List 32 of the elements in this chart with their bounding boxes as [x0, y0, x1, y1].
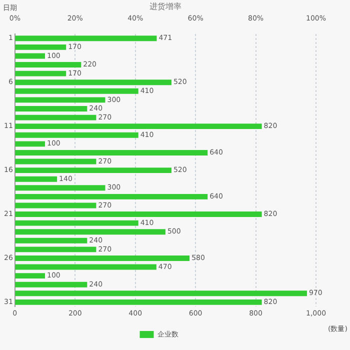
bar — [15, 194, 208, 200]
bar — [15, 44, 66, 50]
bar — [15, 141, 46, 147]
bar — [15, 53, 46, 59]
bar — [15, 282, 88, 288]
bar — [15, 212, 262, 217]
bar — [15, 202, 96, 208]
bar — [15, 168, 172, 174]
x2-axis-title: 进货增率 — [149, 2, 182, 11]
bar — [15, 62, 82, 68]
bar — [15, 70, 66, 76]
bar — [15, 290, 307, 296]
bar — [15, 273, 46, 279]
bar — [15, 132, 138, 138]
bar — [15, 36, 157, 42]
bar — [15, 80, 172, 86]
bar — [15, 106, 88, 112]
bar — [15, 124, 262, 130]
bar — [15, 158, 96, 164]
bar — [15, 150, 208, 156]
bar — [15, 238, 88, 244]
bar — [15, 97, 106, 103]
bar — [15, 185, 106, 191]
bar — [15, 114, 96, 120]
bar — [15, 246, 96, 252]
bar — [15, 88, 138, 94]
bar — [15, 299, 262, 305]
bar — [15, 256, 190, 261]
bar — [15, 264, 156, 270]
bar — [15, 220, 138, 226]
bar — [15, 176, 58, 182]
bar — [15, 229, 166, 235]
